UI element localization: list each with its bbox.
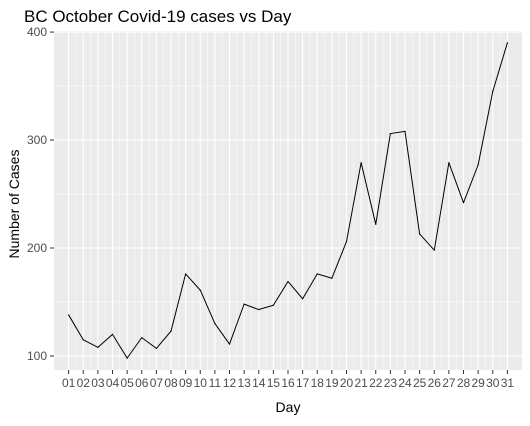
- data-point: [419, 233, 420, 234]
- x-tick-label: 02: [77, 376, 91, 390]
- data-point: [492, 91, 493, 92]
- data-point: [302, 298, 303, 299]
- x-tick-label: 21: [354, 376, 368, 390]
- y-tick-label: 200: [27, 241, 47, 255]
- data-point: [434, 250, 435, 251]
- x-tick-label: 29: [471, 376, 485, 390]
- x-tick-label: 25: [413, 376, 427, 390]
- x-tick-label: 04: [106, 376, 120, 390]
- x-tick-label: 30: [486, 376, 500, 390]
- x-axis: 01 02 03 04 05 06 07 08 09 10 11 12 13 14 15 16 17 18 19 20…: [62, 370, 514, 390]
- data-point: [244, 304, 245, 305]
- x-tick-label: 12: [223, 376, 237, 390]
- data-point: [287, 281, 288, 282]
- data-point: [463, 202, 464, 203]
- x-tick-label: 18: [311, 376, 325, 390]
- data-point: [141, 337, 142, 338]
- data-point: [200, 290, 201, 291]
- y-tick-label: 300: [27, 133, 47, 147]
- x-tick-label: 14: [252, 376, 266, 390]
- data-point: [258, 309, 259, 310]
- x-tick-label: 06: [135, 376, 149, 390]
- x-tick-label: 03: [91, 376, 105, 390]
- data-point: [97, 347, 98, 348]
- x-tick-label: 01: [62, 376, 76, 390]
- data-point: [229, 343, 230, 344]
- x-tick-label: 11: [209, 376, 222, 390]
- data-point: [127, 358, 128, 359]
- data-point: [331, 278, 332, 279]
- data-point: [375, 224, 376, 225]
- data-point: [390, 133, 391, 134]
- x-tick-label: 20: [340, 376, 354, 390]
- data-point: [156, 348, 157, 349]
- x-tick-label: 05: [120, 376, 134, 390]
- x-tick-label: 08: [164, 376, 178, 390]
- x-tick-label: 07: [150, 376, 164, 390]
- data-point: [83, 339, 84, 340]
- x-tick-label: 17: [296, 376, 310, 390]
- data-point: [214, 323, 215, 324]
- y-axis-title: Number of Cases: [6, 150, 22, 259]
- data-point: [404, 131, 405, 132]
- chart-title: BC October Covid-19 cases vs Day: [24, 7, 292, 26]
- data-point: [112, 334, 113, 335]
- x-tick-label: 10: [194, 376, 208, 390]
- data-point: [507, 42, 508, 43]
- x-tick-label: 28: [457, 376, 471, 390]
- data-point: [478, 164, 479, 165]
- y-axis: 100 200 300 400: [27, 25, 54, 363]
- x-tick-label: 13: [237, 376, 251, 390]
- data-point: [346, 241, 347, 242]
- data-point: [448, 162, 449, 163]
- x-tick-label: 15: [267, 376, 281, 390]
- x-tick-label: 19: [325, 376, 339, 390]
- data-point: [185, 273, 186, 274]
- data-point: [361, 162, 362, 163]
- x-tick-label: 24: [398, 376, 412, 390]
- x-tick-label: 16: [281, 376, 295, 390]
- y-tick-label: 100: [27, 349, 47, 363]
- data-point: [170, 331, 171, 332]
- x-tick-label: 31: [501, 376, 515, 390]
- data-point: [273, 305, 274, 306]
- x-axis-title: Day: [276, 399, 301, 415]
- x-tick-label: 23: [384, 376, 398, 390]
- x-tick-label: 22: [369, 376, 383, 390]
- y-tick-label: 400: [27, 25, 47, 39]
- x-tick-label: 09: [179, 376, 193, 390]
- x-tick-label: 26: [428, 376, 442, 390]
- x-tick-label: 27: [442, 376, 456, 390]
- data-point: [317, 273, 318, 274]
- data-point: [68, 314, 69, 315]
